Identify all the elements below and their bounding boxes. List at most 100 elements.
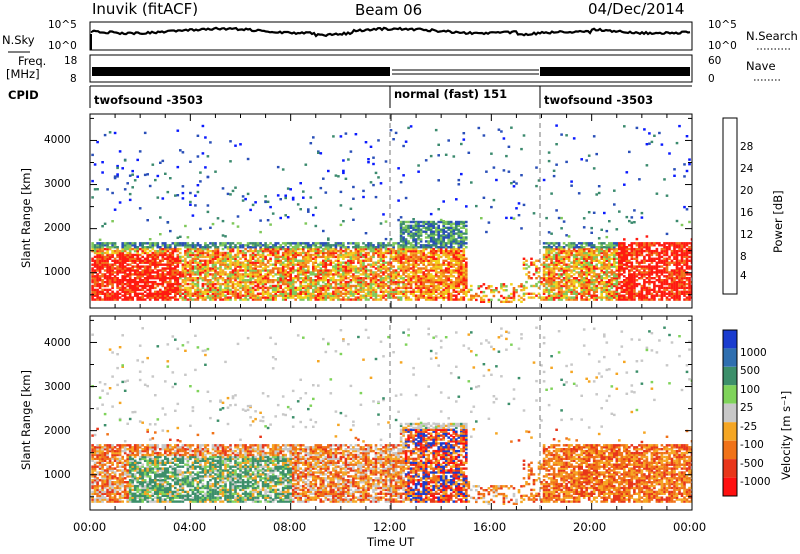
heatmap-cell	[254, 279, 257, 282]
heatmap-cell	[291, 196, 295, 200]
heatmap-cell	[570, 275, 573, 278]
heatmap-cell	[462, 267, 466, 270]
heatmap-cell	[302, 296, 305, 299]
heatmap-cell	[231, 222, 235, 225]
heatmap-cell	[422, 279, 425, 282]
heatmap-cell	[404, 265, 408, 268]
heatmap-cell	[357, 255, 360, 259]
heatmap-cell	[352, 273, 355, 276]
heatmap-cell	[460, 288, 463, 292]
heatmap-cell	[397, 247, 400, 251]
heatmap-cell	[271, 279, 275, 282]
heatmap-cell	[281, 255, 285, 259]
heatmap-cell	[449, 271, 453, 274]
heatmap-cell	[291, 269, 295, 272]
heatmap-cell	[349, 261, 353, 264]
heatmap-cell	[447, 265, 450, 268]
heatmap-cell	[118, 255, 122, 259]
heatmap-cell	[399, 253, 403, 257]
heatmap-cell	[567, 288, 571, 292]
heatmap-cell	[610, 247, 614, 251]
heatmap-cell	[555, 261, 558, 264]
heatmap-cell	[289, 244, 292, 247]
heatmap-cell	[93, 261, 97, 264]
heatmap-cell	[216, 257, 220, 260]
heatmap-cell	[417, 249, 420, 253]
heatmap-cell	[550, 284, 553, 288]
heatmap-cell	[369, 277, 373, 280]
heatmap-cell	[279, 294, 282, 297]
heatmap-cell	[432, 240, 435, 243]
heatmap-cell	[289, 242, 292, 245]
heatmap-cell	[347, 255, 350, 259]
heatmap-cell	[595, 286, 598, 290]
heatmap-cell	[339, 286, 343, 290]
heatmap-cell	[189, 273, 192, 276]
heatmap-cell	[379, 286, 383, 290]
heatmap-cell	[565, 244, 568, 247]
heatmap-cell	[349, 267, 353, 270]
heatmap-cell	[557, 267, 561, 270]
heatmap-cell	[206, 288, 210, 292]
heatmap-cell	[264, 200, 267, 204]
heatmap-cell	[404, 290, 408, 293]
heatmap-cell	[374, 288, 378, 292]
noise-right-label: N.Search	[746, 29, 798, 43]
heatmap-cell	[302, 246, 305, 249]
heatmap-cell	[126, 298, 129, 301]
heatmap-cell	[437, 242, 440, 245]
heatmap-cell	[164, 257, 167, 260]
heatmap-cell	[96, 282, 99, 286]
heatmap-cell	[254, 269, 257, 272]
heatmap-cell	[314, 296, 318, 299]
heatmap-cell	[121, 275, 124, 278]
heatmap-cell	[530, 296, 533, 299]
heatmap-cell	[286, 263, 290, 266]
heatmap-cell	[204, 255, 207, 259]
heatmap-cell	[339, 251, 343, 255]
heatmap-cell	[362, 253, 365, 257]
heatmap-cell	[229, 247, 232, 251]
heatmap-cell	[580, 284, 583, 288]
heatmap-cell	[392, 265, 395, 268]
heatmap-cell	[186, 298, 190, 301]
heatmap-cell	[284, 253, 287, 257]
heatmap-cell	[567, 267, 571, 270]
heatmap-cell	[214, 246, 217, 249]
heatmap-cell	[432, 242, 435, 245]
heatmap-cell	[407, 296, 410, 299]
heatmap-cell	[312, 247, 315, 251]
heatmap-cell	[457, 224, 461, 228]
heatmap-cell	[224, 257, 227, 260]
heatmap-cell	[244, 298, 247, 301]
heatmap-cell	[226, 259, 230, 262]
heatmap-cell	[131, 267, 134, 270]
heatmap-cell	[605, 277, 609, 280]
heatmap-cell	[309, 294, 313, 297]
heatmap-cell	[229, 255, 232, 259]
heatmap-cell	[216, 282, 220, 286]
date-title: 04/Dec/2014	[588, 0, 684, 18]
heatmap-cell	[133, 246, 137, 249]
heatmap-cell	[557, 216, 561, 220]
heatmap-cell	[359, 288, 363, 292]
heatmap-cell	[432, 249, 435, 253]
heatmap-cell	[307, 296, 310, 299]
heatmap-cell	[143, 265, 147, 268]
heatmap-cell	[362, 189, 365, 193]
heatmap-cell	[221, 187, 225, 190]
heatmap-cell	[327, 169, 330, 173]
heatmap-cell	[106, 298, 109, 301]
heatmap-cell	[552, 244, 556, 247]
heatmap-cell	[447, 246, 450, 249]
heatmap-cell	[475, 292, 478, 296]
heatmap-cell	[465, 280, 468, 284]
heatmap-cell	[274, 267, 277, 270]
heatmap-cell	[206, 275, 210, 278]
heatmap-cell	[176, 247, 180, 251]
heatmap-cell	[424, 228, 428, 231]
heatmap-cell	[610, 279, 614, 282]
heatmap-cell	[409, 271, 413, 274]
heatmap-cell	[184, 265, 187, 268]
heatmap-cell	[550, 251, 553, 255]
